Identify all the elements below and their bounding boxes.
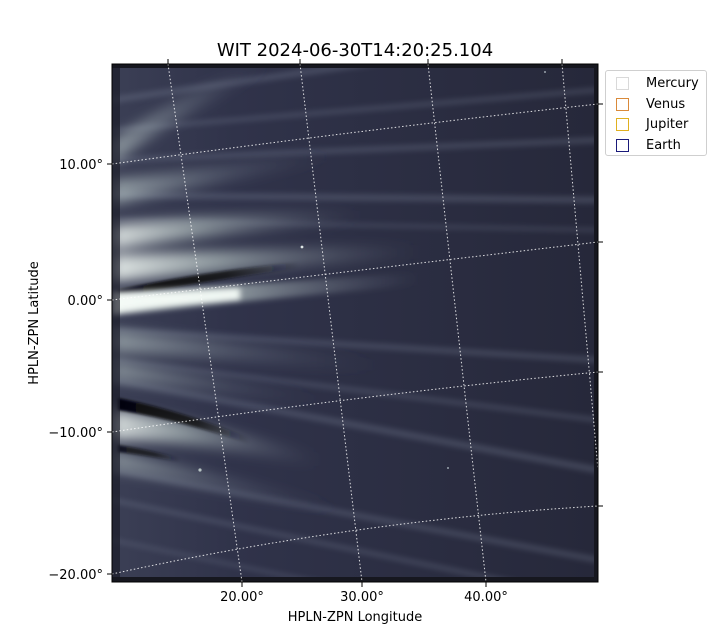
y-tick-label: 0.00° — [68, 294, 103, 309]
x-tick-label: 40.00° — [464, 590, 508, 605]
legend-item-venus: Venus — [616, 95, 685, 113]
mercury-swatch-icon — [616, 76, 629, 90]
venus-swatch-icon — [616, 97, 629, 111]
x-tick-label: 20.00° — [220, 590, 264, 605]
x-tick-label: 30.00° — [340, 590, 384, 605]
legend-label: Mercury — [646, 75, 699, 91]
earth-swatch-icon — [616, 138, 629, 152]
y-tick-label: −10.00° — [48, 426, 103, 441]
jupiter-swatch-icon — [616, 117, 629, 131]
plot-title: WIT 2024-06-30T14:20:25.104 — [217, 40, 493, 61]
y-axis-ticks — [107, 163, 112, 575]
legend-item-jupiter: Jupiter — [616, 115, 688, 133]
legend-label: Earth — [646, 137, 681, 153]
legend-label: Jupiter — [646, 116, 689, 132]
coordinate-grid — [112, 64, 598, 582]
legend-item-earth: Earth — [616, 136, 681, 154]
y-tick-label: 10.00° — [59, 158, 103, 173]
coronagraph-image — [112, 64, 598, 582]
legend-item-mercury: Mercury — [616, 74, 699, 92]
legend: Mercury Venus Jupiter Earth — [605, 70, 707, 156]
y-axis-label: HPLN-ZPN Latitude — [27, 261, 42, 384]
top-axis-ticks — [167, 59, 563, 64]
x-axis-ticks — [241, 582, 487, 587]
right-axis-ticks — [598, 103, 603, 507]
x-axis-label: HPLN-ZPN Longitude — [288, 610, 423, 625]
y-tick-label: −20.00° — [48, 568, 103, 583]
legend-label: Venus — [646, 96, 686, 112]
plot-frame — [111, 63, 599, 583]
